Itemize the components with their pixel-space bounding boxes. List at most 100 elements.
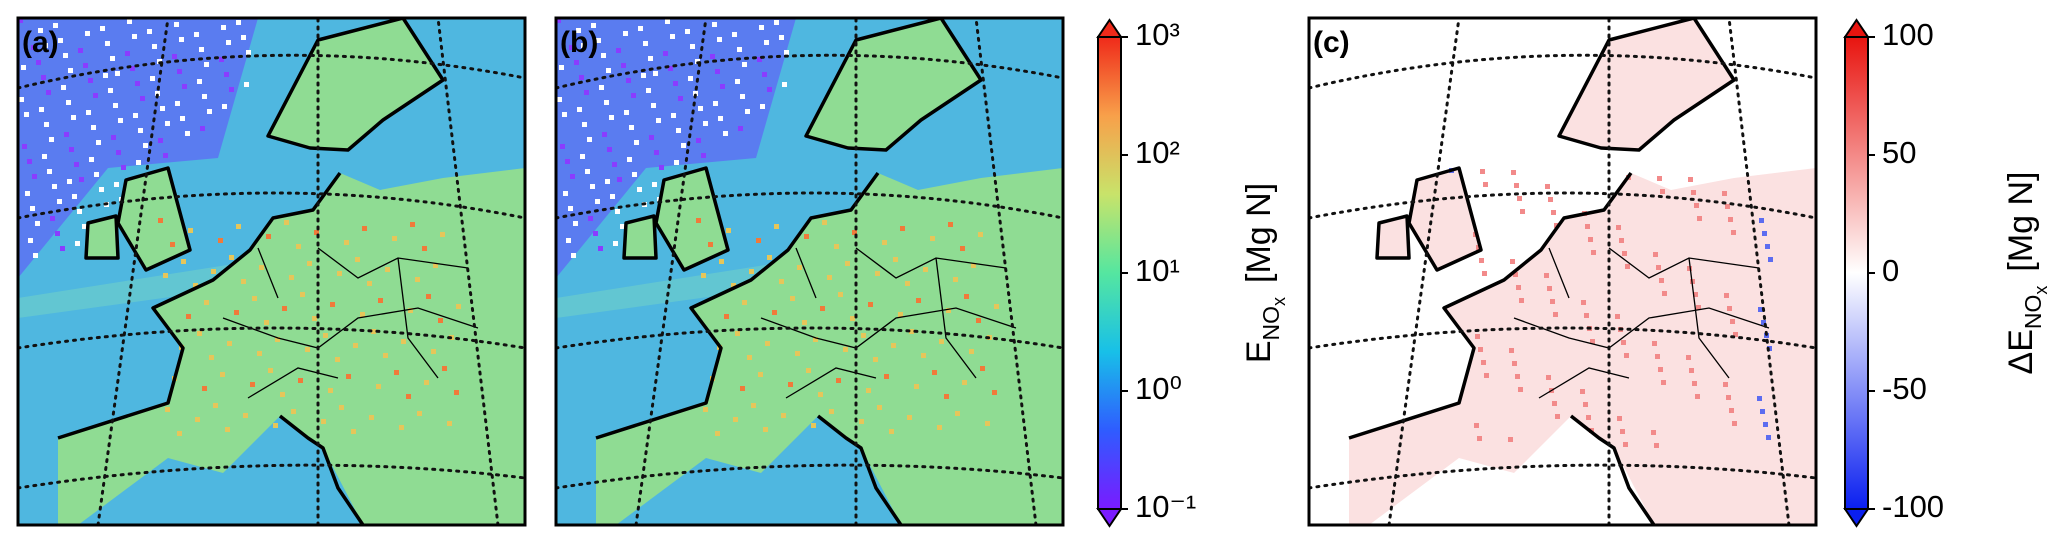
sparse-cell [565,159,570,164]
sparse-cell [742,62,747,67]
panel-frame [554,16,1065,527]
colorbar-tick-label: 100 [1882,17,1934,52]
hotspot [275,337,280,342]
sparse-cell [652,182,657,187]
change-cell [1580,389,1585,394]
hotspot [749,269,754,274]
sparse-cell [35,221,40,226]
change-cell [1696,305,1701,310]
sparse-cell [182,84,187,89]
sparse-cell [774,20,779,25]
colorbar-tick-label: 0 [1882,253,1899,288]
hotspot [314,230,319,235]
change-cell [1757,396,1762,401]
change-cell [1581,300,1586,305]
sparse-cell [64,132,69,137]
change-cell [1510,259,1515,264]
hotspot [733,417,738,422]
change-cell [1726,395,1731,400]
change-cell [1625,264,1630,269]
sparse-cell [91,125,96,130]
sparse-cell [690,44,695,49]
sparse-cell [601,53,606,58]
sparse-cell [648,56,653,61]
change-cell [1692,381,1697,386]
sparse-cell [602,132,607,137]
change-cell [1686,355,1691,360]
sparse-cell [66,100,71,105]
hotspot [790,296,795,301]
hotspot [422,246,427,251]
hotspot [257,351,262,356]
title-unit: [Mg N] [2002,171,2040,271]
hotspot [193,283,198,288]
sparse-cell [582,122,587,127]
hotspot [218,238,223,243]
change-cell [1515,374,1520,379]
hotspot [845,261,850,266]
sparse-cell [745,109,750,114]
sparse-cell [681,143,686,148]
hotspot [211,269,216,274]
hotspot [788,382,793,387]
change-cell [1516,285,1521,290]
change-cell [1658,367,1663,372]
sparse-cell [67,179,72,184]
sparse-cell [723,131,728,136]
sparse-cell [88,78,93,83]
hotspot [273,423,278,428]
hotspot [850,316,855,321]
hotspot [323,333,328,338]
sparse-cell [50,216,55,221]
sparse-cell [57,199,62,204]
sparse-cell [557,97,562,102]
sparse-cell [606,68,611,73]
sparse-cell [229,87,234,92]
change-cell [1730,319,1735,324]
hotspot [227,341,232,346]
sparse-cell [43,43,48,48]
change-cell [1619,238,1624,243]
sparse-cell [591,23,596,28]
sparse-cell [53,23,58,28]
sparse-cell [676,128,681,133]
sparse-cell [180,116,185,121]
sparse-cell [654,150,659,155]
sparse-cell [52,184,57,189]
hotspot [930,236,935,241]
sparse-cell [587,137,592,142]
sparse-cell [579,75,584,80]
sparse-cell [629,125,634,130]
hotspot [994,304,999,309]
sparse-cell [32,174,37,179]
change-cell [1550,299,1555,304]
change-cell [1478,347,1483,352]
colorbar-tick-label: 10² [1135,135,1180,170]
colorbar-tick-label: 10¹ [1135,253,1180,288]
hotspot [177,431,182,436]
hotspot [165,407,170,412]
hotspot [401,339,406,344]
sparse-cell [732,32,737,37]
change-cell [1482,271,1487,276]
sparse-cell [560,144,565,149]
sparse-cell [713,101,718,106]
hotspot [282,306,287,311]
sparse-cell [784,50,789,55]
hotspot [456,304,461,309]
change-cell [1512,361,1517,366]
panel-frame [16,16,527,527]
hotspot [960,246,965,251]
change-cell [1693,292,1698,297]
hotspot [378,298,383,303]
sparse-cell [103,73,108,78]
sparse-cell [31,45,36,50]
colorbar-tick-label: -50 [1882,371,1927,406]
sparse-cell [143,143,148,148]
change-cell [1480,169,1485,174]
hotspot [939,339,944,344]
sparse-cell [244,82,249,87]
hotspot [875,271,880,276]
change-cell [1694,203,1699,208]
change-cell [1476,245,1481,250]
